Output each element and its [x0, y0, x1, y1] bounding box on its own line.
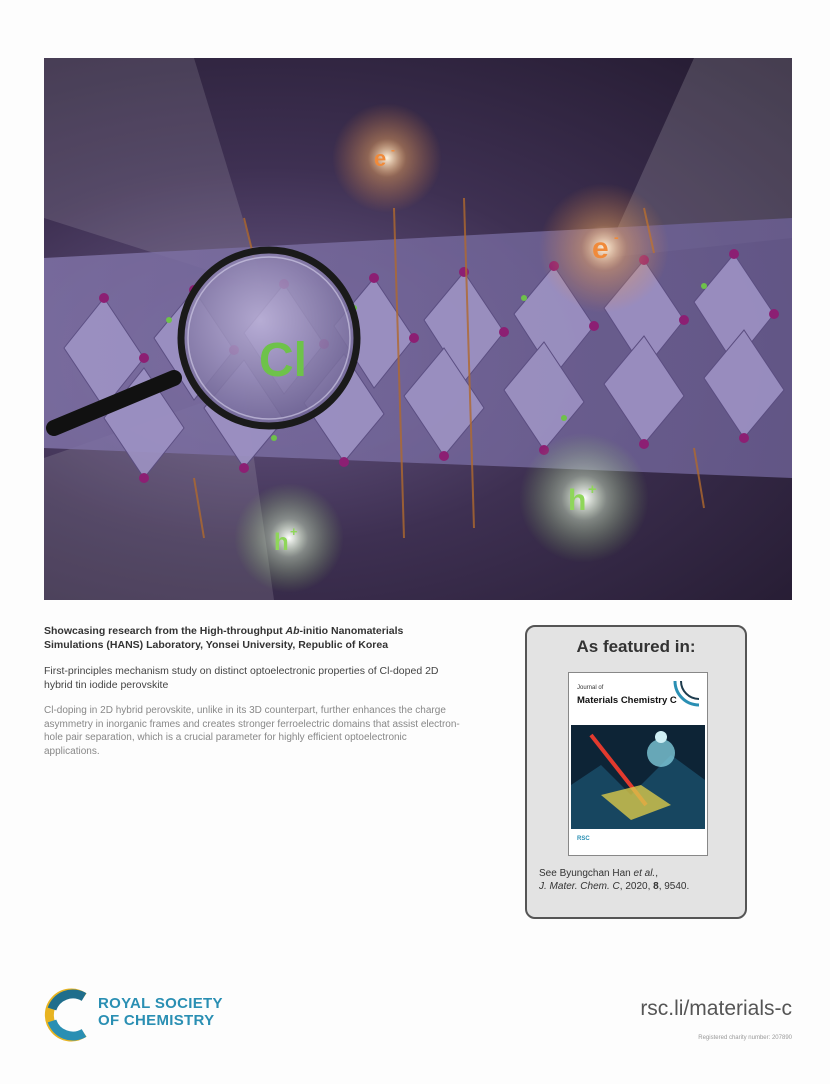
cover-journal-of: Journal of: [577, 685, 604, 691]
electron-glow-1: [332, 103, 442, 213]
rsc-logo[interactable]: ROYAL SOCIETY OF CHEMISTRY: [44, 985, 264, 1045]
logo-line-2: OF CHEMISTRY: [98, 1012, 215, 1029]
featured-box: As featured in: Journal of Materials Che…: [525, 625, 747, 919]
hole-glow-1: [234, 483, 344, 593]
charity-number: Registered charity number: 207890: [698, 1035, 792, 1041]
rsc-logo-text: ROYAL SOCIETY OF CHEMISTRY: [98, 995, 223, 1029]
caption-title-italic: Ab: [285, 625, 300, 637]
journal-url-link[interactable]: rsc.li/materials-c: [640, 997, 792, 1020]
electron-minus-1: -: [391, 143, 395, 157]
electron-minus-2: -: [614, 229, 619, 245]
caption-subtitle: First-principles mechanism study on dist…: [44, 665, 439, 691]
electron-label-1: e: [374, 146, 386, 171]
rsc-c-mark-icon: [44, 988, 87, 1042]
citation-comma: ,: [655, 868, 658, 879]
hole-glow-2: [519, 433, 649, 563]
electron-label-2: e: [592, 232, 609, 265]
citation-volume: 8: [653, 881, 659, 892]
logo-line-1: ROYAL SOCIETY: [98, 995, 223, 1012]
citation-line-1: See Byungchan Han et al.,: [539, 867, 689, 880]
citation-year: , 2020,: [619, 881, 654, 892]
featured-title: As featured in:: [576, 637, 696, 656]
hole-plus-1: +: [290, 524, 298, 539]
hole-label-2: h: [568, 484, 586, 517]
caption-title: Showcasing research from the High-throug…: [44, 624, 464, 652]
cover-footer: RSC: [577, 836, 590, 842]
hole-plus-2: +: [588, 481, 597, 498]
citation-authors: See Byungchan Han: [539, 868, 634, 879]
perovskite-illustration: e - e - h + h + Cl: [44, 58, 792, 600]
citation-et-al: et al.: [633, 868, 656, 879]
citation-line-2: J. Mater. Chem. C, 2020, 8, 9540.: [539, 880, 689, 893]
cover-corner-arc-icon: [673, 680, 700, 707]
cover-journal-title: Materials Chemistry C: [577, 695, 677, 706]
caption-title-part2: -initio Nanomaterials Simulations (HANS)…: [44, 625, 404, 651]
hole-label-1: h: [274, 529, 289, 556]
research-caption: Showcasing research from the High-throug…: [44, 624, 464, 758]
citation-journal: J. Mater. Chem. C: [539, 881, 620, 892]
electron-glow-2: [539, 183, 669, 313]
caption-title-part1: Showcasing research from the High-throug…: [44, 625, 286, 637]
chlorine-label: Cl: [259, 334, 307, 387]
cover-art: [571, 725, 705, 829]
journal-cover-thumbnail[interactable]: Journal of Materials Chemistry C RSC: [568, 672, 708, 856]
cover-artwork: e - e - h + h + Cl: [44, 58, 792, 600]
caption-body: Cl-doping in 2D hybrid perovskite, unlik…: [44, 705, 460, 757]
magnifying-glass-icon: [46, 246, 361, 436]
citation: See Byungchan Han et al., J. Mater. Chem…: [539, 867, 689, 893]
citation-page: , 9540.: [658, 881, 690, 892]
